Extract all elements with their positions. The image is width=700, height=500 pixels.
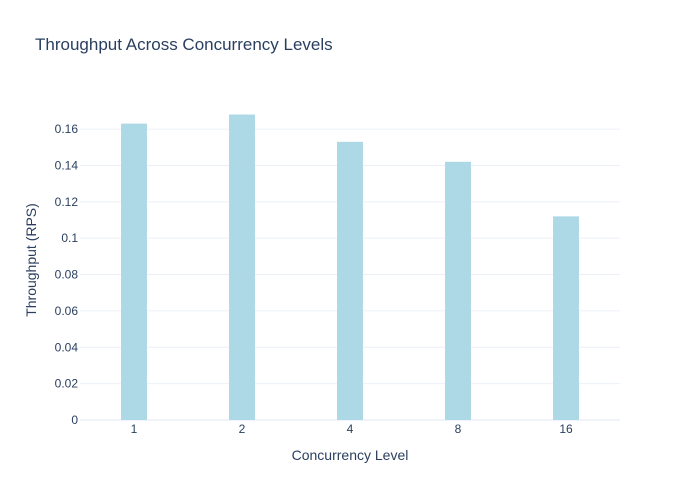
y-tick-label: 0.1 <box>61 231 78 245</box>
bar-1[interactable] <box>121 123 147 421</box>
y-tick-labels: 0 0.02 0.04 0.06 0.08 0.1 0.12 0.14 0.16 <box>55 122 79 427</box>
x-tick-label: 1 <box>131 422 138 436</box>
bars <box>121 114 579 421</box>
y-tick-label: 0.12 <box>55 195 79 209</box>
x-tick-label: 8 <box>455 422 462 436</box>
y-tick-label: 0.08 <box>55 268 79 282</box>
x-axis-title: Concurrency Level <box>292 447 409 463</box>
chart-title: Throughput Across Concurrency Levels <box>35 35 333 54</box>
y-tick-label: 0.16 <box>55 122 79 136</box>
bar-2[interactable] <box>229 114 255 420</box>
x-tick-label: 2 <box>239 422 246 436</box>
y-tick-label: 0.02 <box>55 377 79 391</box>
y-axis-title: Throughput (RPS) <box>23 203 39 317</box>
bar-16[interactable] <box>553 216 579 420</box>
y-tick-label: 0.06 <box>55 304 79 318</box>
y-tick-label: 0.14 <box>55 158 79 172</box>
x-tick-label: 16 <box>559 422 573 436</box>
x-tick-labels: 1 2 4 8 16 <box>131 422 573 436</box>
bar-8[interactable] <box>445 161 471 420</box>
y-tick-label: 0.04 <box>55 340 79 354</box>
x-tick-label: 4 <box>347 422 354 436</box>
bar-4[interactable] <box>337 141 363 420</box>
y-tick-label: 0 <box>71 413 78 427</box>
